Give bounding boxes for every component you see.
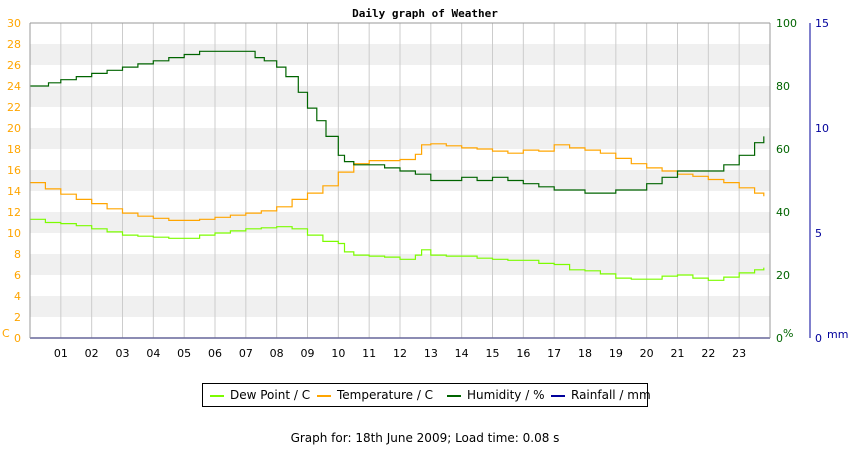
left-tick-label: 0 <box>14 332 21 345</box>
series-line-humidity <box>30 50 765 194</box>
left-tick-label: 20 <box>7 122 21 135</box>
legend-item-dewpoint: Dew Point / C <box>210 388 310 402</box>
rainfall-tick-label: 10 <box>815 122 829 135</box>
humidity-tick-label: 80 <box>776 80 790 93</box>
legend: Dew Point / C Temperature / C Humidity /… <box>202 383 651 407</box>
legend-label-humidity: Humidity / % <box>467 388 545 402</box>
rainfall-tick-label: 5 <box>815 227 822 240</box>
rainfall-axis-unit: mm <box>827 328 848 341</box>
vertical-gridlines <box>60 23 740 338</box>
x-tick-label: 15 <box>486 347 500 360</box>
humidity-swatch <box>447 394 461 397</box>
temperature-swatch <box>317 394 331 397</box>
x-tick-label: 20 <box>640 347 654 360</box>
x-tick-label: 12 <box>393 347 407 360</box>
x-tick-label: 16 <box>516 347 530 360</box>
dewpoint-swatch <box>210 394 224 397</box>
x-tick-label: 17 <box>547 347 561 360</box>
x-tick-label: 06 <box>208 347 222 360</box>
legend-item-rainfall: Rainfall / mm <box>551 388 651 402</box>
legend-item-humidity: Humidity / % <box>447 388 544 402</box>
x-tick-label: 05 <box>177 347 191 360</box>
left-tick-label: 12 <box>7 206 21 219</box>
left-tick-label: 22 <box>7 101 21 114</box>
x-tick-label: 04 <box>146 347 160 360</box>
x-tick-label: 19 <box>609 347 623 360</box>
left-tick-label: 8 <box>14 248 21 261</box>
left-tick-label: 6 <box>14 269 21 282</box>
left-tick-label: 16 <box>7 164 21 177</box>
humidity-tick-label: 20 <box>776 269 790 282</box>
left-tick-label: 28 <box>7 38 21 51</box>
left-tick-label: 4 <box>14 290 21 303</box>
x-tick-label: 03 <box>116 347 130 360</box>
left-tick-label: 2 <box>14 311 21 324</box>
left-tick-label: 14 <box>7 185 21 198</box>
humidity-tick-label: 60 <box>776 143 790 156</box>
left-tick-label: 18 <box>7 143 21 156</box>
humidity-axis-unit: % <box>783 327 793 340</box>
x-tick-label: 21 <box>671 347 685 360</box>
x-tick-label: 18 <box>578 347 592 360</box>
humidity-tick-label: 100 <box>776 17 797 30</box>
axes <box>29 22 811 339</box>
left-tick-label: 24 <box>7 80 21 93</box>
x-tick-label: 01 <box>54 347 68 360</box>
x-tick-label: 11 <box>362 347 376 360</box>
humidity-tick-label: 40 <box>776 206 790 219</box>
series-line-dew <box>30 218 765 281</box>
left-axis-unit: C <box>2 327 10 340</box>
chart-title: Daily graph of Weather <box>352 7 498 20</box>
legend-item-temperature: Temperature / C <box>317 388 433 402</box>
left-tick-label: 30 <box>7 17 21 30</box>
rainfall-tick-label: 15 <box>815 17 829 30</box>
x-tick-label: 22 <box>701 347 715 360</box>
rainfall-tick-label: 0 <box>815 332 822 345</box>
x-tick-label: 07 <box>239 347 253 360</box>
x-tick-label: 10 <box>331 347 345 360</box>
left-tick-label: 26 <box>7 59 21 72</box>
x-tick-label: 13 <box>424 347 438 360</box>
x-tick-label: 09 <box>301 347 315 360</box>
x-tick-label: 14 <box>455 347 469 360</box>
legend-label-temperature: Temperature / C <box>337 388 434 402</box>
x-tick-label: 02 <box>85 347 99 360</box>
legend-label-dewpoint: Dew Point / C <box>230 388 311 402</box>
left-tick-label: 10 <box>7 227 21 240</box>
legend-label-rainfall: Rainfall / mm <box>571 388 651 402</box>
footer-text: Graph for: 18th June 2009; Load time: 0.… <box>290 431 560 445</box>
x-tick-label: 23 <box>732 347 746 360</box>
rainfall-swatch <box>551 394 565 397</box>
series-line-temperature <box>30 143 765 221</box>
humidity-tick-label: 0 <box>776 332 783 345</box>
x-tick-label: 08 <box>270 347 284 360</box>
